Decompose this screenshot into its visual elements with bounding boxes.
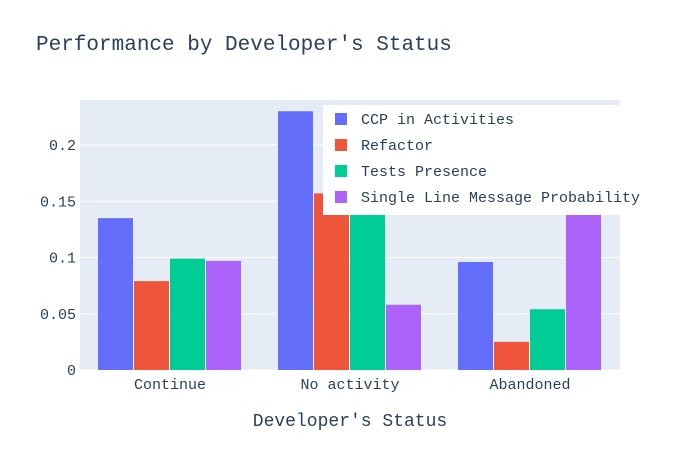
y-tick-label: 0.1: [49, 251, 76, 268]
y-tick-label: 0: [67, 363, 76, 380]
bar[interactable]: [206, 260, 241, 370]
x-axis-ticks: Continue No activity Abandoned: [134, 377, 571, 394]
bar[interactable]: [134, 281, 169, 370]
legend-swatch[interactable]: [335, 191, 347, 203]
bar[interactable]: [170, 258, 205, 370]
y-tick-label: 0.15: [40, 194, 76, 211]
x-tick-label: No activity: [300, 377, 399, 394]
x-tick-label: Abandoned: [489, 377, 570, 394]
x-axis-title: Developer's Status: [253, 412, 447, 432]
y-tick-label: 0.2: [49, 138, 76, 155]
y-tick-label: 0.05: [40, 307, 76, 324]
bar[interactable]: [350, 212, 385, 371]
legend-swatch[interactable]: [335, 113, 347, 125]
legend-label[interactable]: Refactor: [361, 138, 433, 155]
x-tick-label: Continue: [134, 377, 206, 394]
legend-label[interactable]: Tests Presence: [361, 164, 487, 181]
legend-background: [323, 105, 695, 215]
legend-swatch[interactable]: [335, 165, 347, 177]
bar[interactable]: [494, 341, 529, 370]
y-axis-ticks: 0 0.05 0.1 0.15 0.2: [40, 138, 76, 380]
bar[interactable]: [566, 214, 601, 370]
bar[interactable]: [386, 304, 421, 370]
bar[interactable]: [278, 111, 313, 370]
bar[interactable]: [458, 262, 493, 370]
legend-swatch[interactable]: [335, 139, 347, 151]
legend-label[interactable]: CCP in Activities: [361, 112, 514, 129]
legend[interactable]: CCP in Activities Refactor Tests Presence S…: [323, 105, 695, 215]
bar[interactable]: [530, 309, 565, 370]
bar[interactable]: [98, 218, 133, 370]
bars: [98, 111, 601, 370]
legend-label[interactable]: Single Line Message Probability: [361, 190, 640, 207]
bar[interactable]: [314, 193, 349, 370]
chart-title: Performance by Developer's Status: [36, 34, 452, 57]
